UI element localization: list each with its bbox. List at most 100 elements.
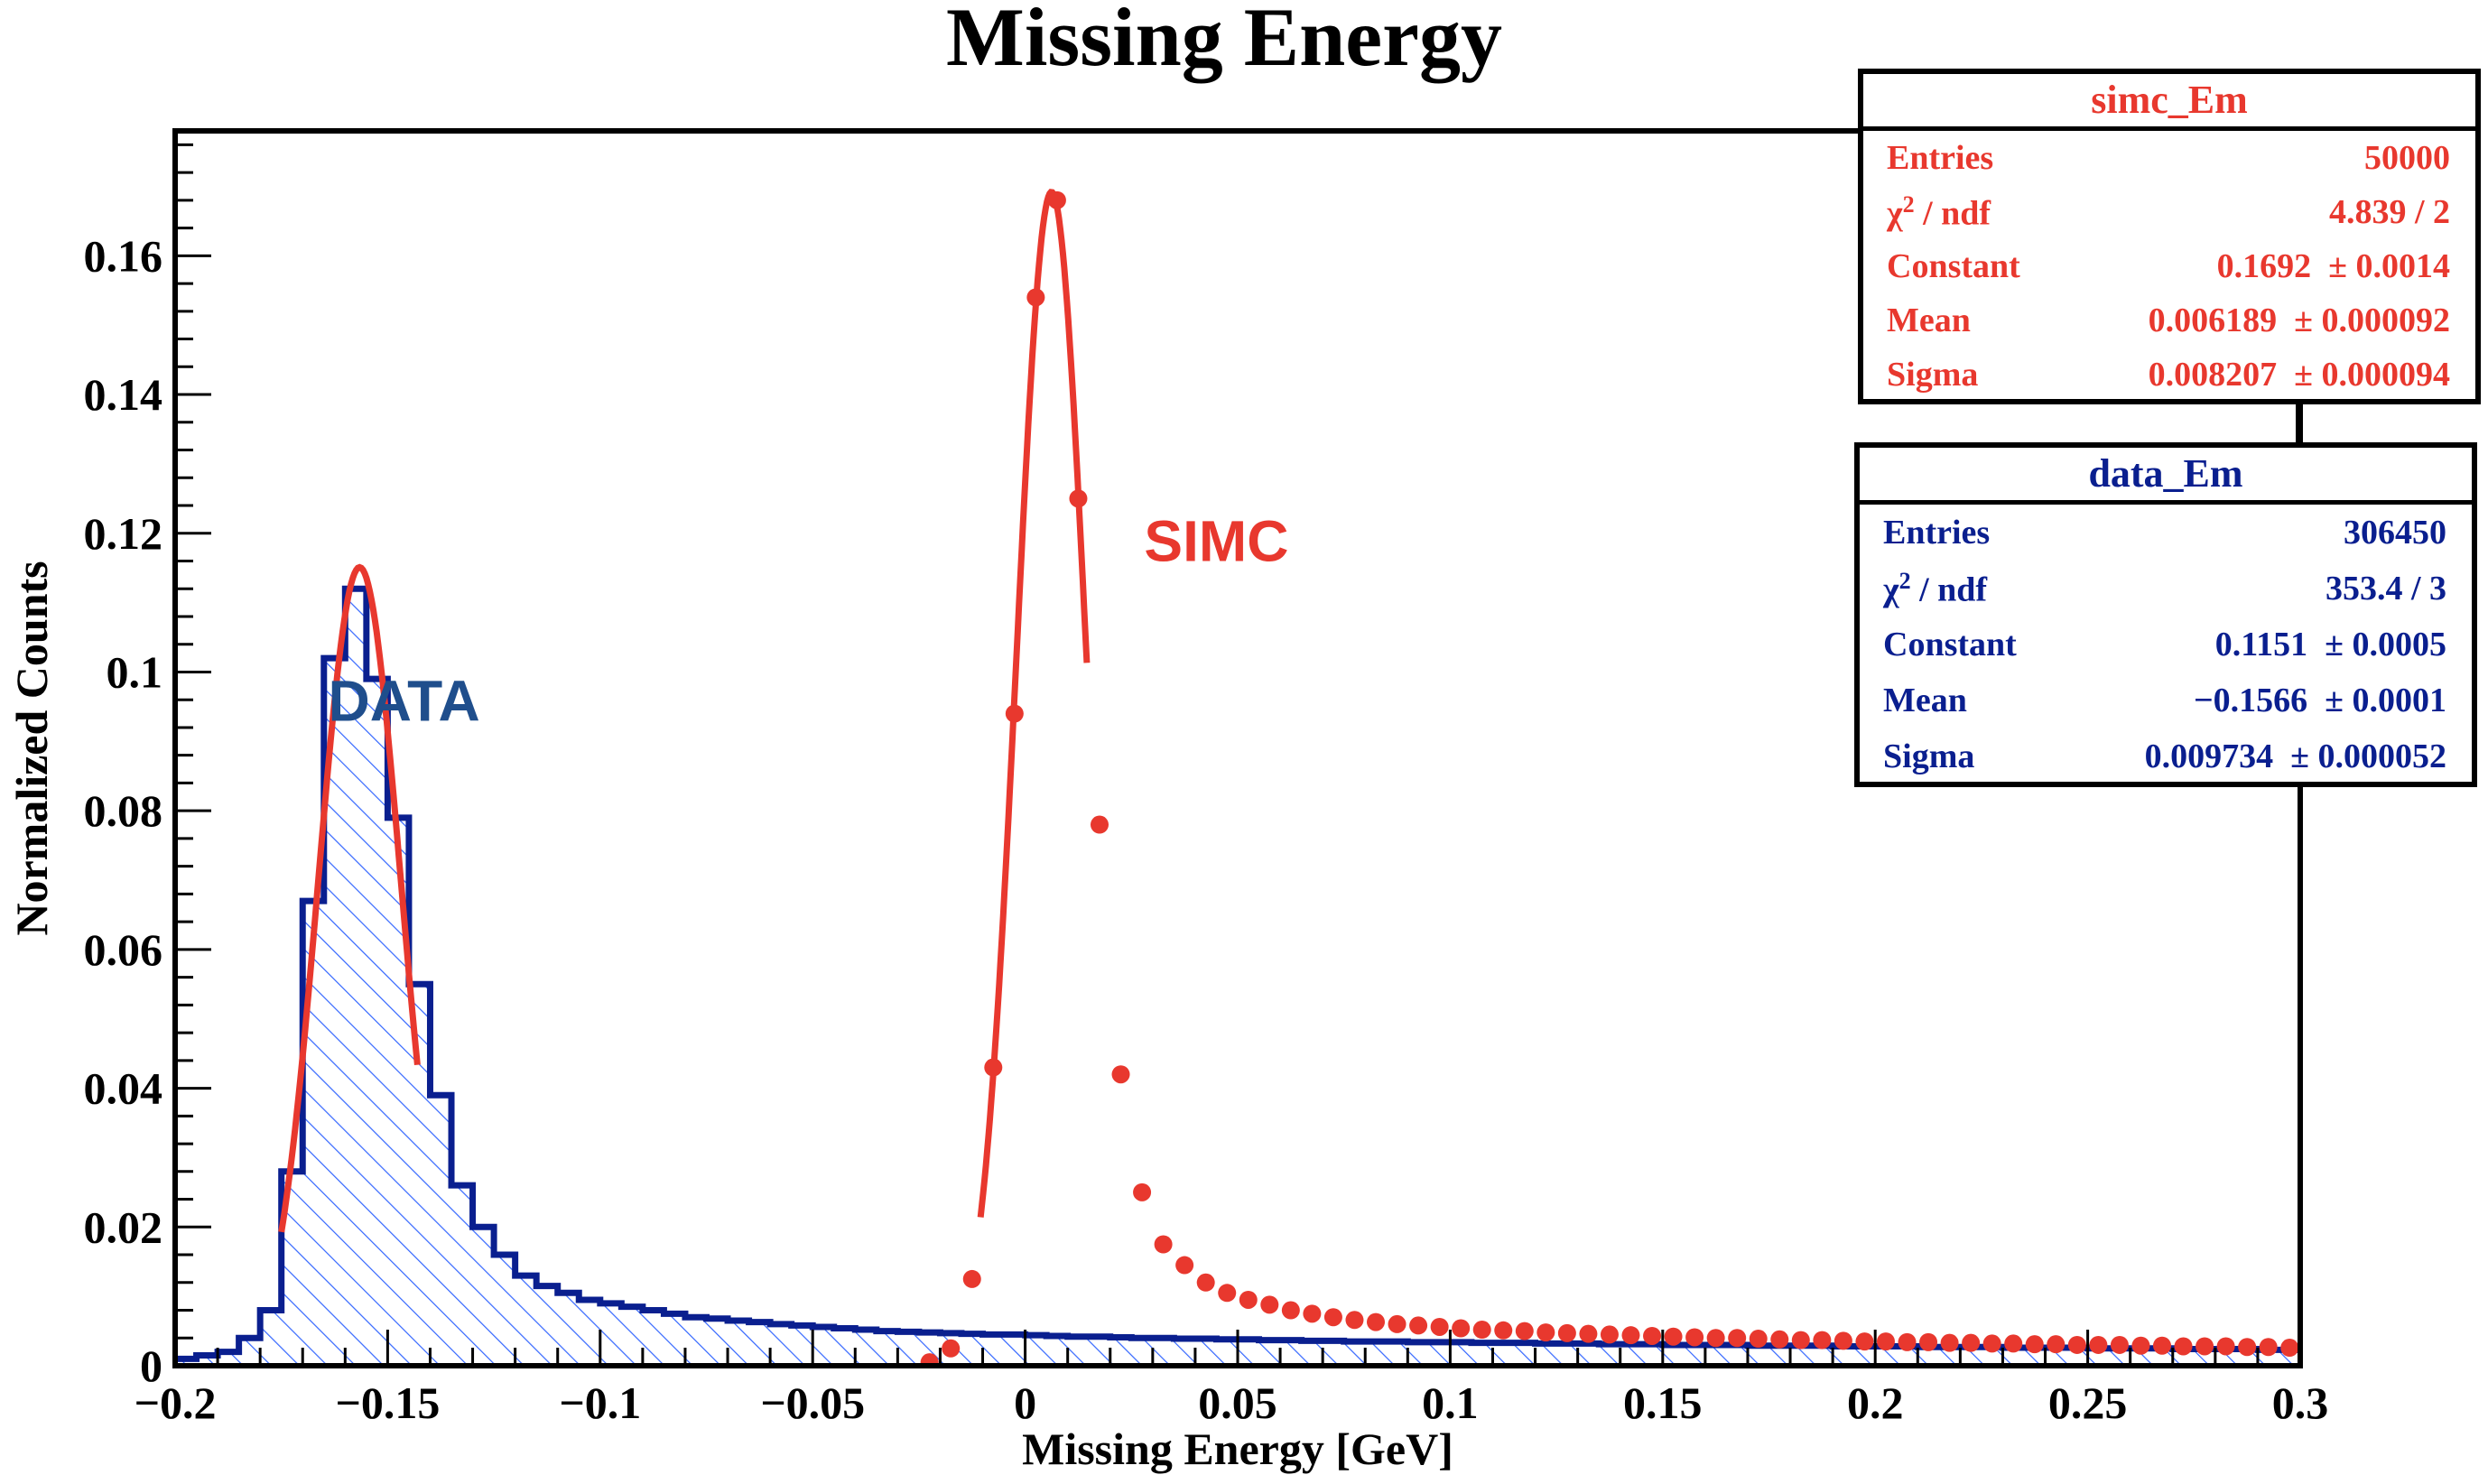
simc-point: [1749, 1330, 1768, 1349]
stats-row: Mean −0.1566 ± 0.0001: [1860, 672, 2472, 728]
x-tick-label: 0.2: [1847, 1377, 1904, 1428]
stats-value: 0.006189 ± 0.000092: [2148, 301, 2450, 339]
simc-point: [1430, 1317, 1449, 1336]
simc-point: [1706, 1329, 1725, 1348]
simc-point: [1260, 1295, 1279, 1314]
stats-label: Constant: [1887, 247, 2020, 285]
simc-point: [2196, 1337, 2214, 1356]
annotation-data: DATA: [328, 668, 479, 733]
simc-point: [1239, 1290, 1258, 1309]
x-tick-label: 0: [1014, 1377, 1036, 1428]
stats-row: Sigma 0.008207 ± 0.000094: [1863, 348, 2475, 402]
simc-point: [1452, 1319, 1471, 1338]
simc-point: [1388, 1314, 1406, 1333]
simc-point: [1133, 1183, 1152, 1201]
stats-row: χ2 / ndf 4.839 / 2: [1863, 185, 2475, 239]
stats-row: χ2 / ndf 353.4 / 3: [1860, 561, 2472, 617]
simc_fit-curve: [977, 189, 1091, 1218]
simc-point: [1685, 1328, 1704, 1347]
x-tick-label: 0.1: [1422, 1377, 1479, 1428]
simc-point: [1770, 1330, 1789, 1349]
simc-point: [2216, 1337, 2235, 1356]
stats-box-simc: simc_Em Entries 50000 χ2 / ndf 4.839 / 2 C…: [1858, 69, 2481, 404]
x-tick-label: 0.15: [1623, 1377, 1703, 1428]
simc-point: [1494, 1321, 1513, 1340]
simc-point: [1345, 1311, 1364, 1330]
simc-point: [2152, 1336, 2171, 1355]
simc-point: [2259, 1338, 2278, 1357]
simc-point: [1367, 1312, 1386, 1331]
simc-point: [1643, 1326, 1662, 1345]
stats-value: 0.1151 ± 0.0005: [2214, 626, 2446, 663]
simc-point: [1855, 1332, 1874, 1351]
data-layer: [175, 189, 2300, 1366]
simc-point: [1303, 1304, 1322, 1323]
simc-point: [2067, 1335, 2086, 1354]
y-tick-label: 0.02: [84, 1201, 163, 1252]
axis-ticks: [173, 143, 2302, 1368]
stats-value: 4.839 / 2: [2328, 193, 2450, 231]
stats-value: 353.4 / 3: [2325, 570, 2446, 608]
simc-point: [2238, 1338, 2257, 1357]
stats-value: 0.009734 ± 0.000052: [2144, 737, 2446, 775]
stats-value: 0.008207 ± 0.000094: [2148, 356, 2450, 394]
stats-title-simc: simc_Em: [1863, 74, 2475, 131]
simc-point: [1919, 1332, 1938, 1351]
stats-row: Mean 0.006189 ± 0.000092: [1863, 293, 2475, 348]
stats-row: Entries 306450: [1860, 505, 2472, 561]
simc-point: [2110, 1335, 2129, 1354]
x-tick-label: −0.1: [559, 1377, 641, 1428]
simc-point: [2004, 1334, 2023, 1353]
y-tick-label: 0.08: [84, 785, 163, 836]
data_fit-curve: [278, 563, 421, 1233]
stats-label: Mean: [1887, 301, 1971, 339]
x-tick-label: 0.3: [2272, 1377, 2329, 1428]
chart-title: Missing Energy: [946, 0, 1502, 83]
stats-row: Constant 0.1151 ± 0.0005: [1860, 617, 2472, 672]
x-tick-label: 0.05: [1198, 1377, 1277, 1428]
simc-point: [2131, 1336, 2150, 1355]
x-tick-label: −0.15: [335, 1377, 440, 1428]
simc-point: [1515, 1322, 1534, 1340]
simc-point: [1834, 1331, 1852, 1350]
simc-point: [2025, 1335, 2044, 1354]
stats-value: 50000: [2364, 139, 2450, 177]
simc-point: [1600, 1325, 1619, 1344]
simc-point: [1664, 1327, 1683, 1346]
y-tick-label: 0.16: [84, 230, 163, 281]
y-tick-label: 0.1: [107, 646, 163, 697]
stats-value: −0.1566 ± 0.0001: [2193, 682, 2446, 719]
y-tick-label: 0.14: [84, 369, 163, 420]
stats-label: Mean: [1883, 682, 1967, 719]
axis-tick-labels: −0.2 −0.15 −0.1 −0.05 0 0.05 0.1 0.15 0.2 0.25 0.3…: [84, 230, 2329, 1428]
stats-row: Entries 50000: [1863, 131, 2475, 185]
simc-point: [1621, 1326, 1640, 1345]
simc-point: [1323, 1308, 1342, 1327]
stats-box-data: data_Em Entries 306450 χ2 / ndf 353.4 / 3 …: [1854, 442, 2477, 787]
simc-point: [1218, 1284, 1237, 1303]
y-tick-label: 0.06: [84, 924, 163, 975]
simc-point: [1940, 1333, 1959, 1352]
x-axis-label: Missing Energy [GeV]: [1022, 1424, 1453, 1474]
x-tick-label: 0.25: [2048, 1377, 2128, 1428]
simc-point: [2089, 1335, 2108, 1354]
data-hist-fill: [175, 589, 2300, 1366]
simc-point: [1962, 1333, 1981, 1352]
simc-point: [1111, 1065, 1130, 1084]
stats-label: Constant: [1883, 626, 2017, 663]
y-axis-label: Normalized Counts: [6, 561, 57, 935]
stats-label: χ2 / ndf: [1883, 567, 1988, 609]
simc-point: [2280, 1339, 2299, 1358]
simc-point: [942, 1339, 961, 1358]
x-tick-label: −0.05: [760, 1377, 865, 1428]
simc-point: [1876, 1332, 1895, 1351]
y-tick-label: 0.04: [84, 1063, 163, 1114]
simc-point: [1196, 1273, 1215, 1292]
simc-point: [1472, 1321, 1491, 1340]
simc-point: [1579, 1324, 1598, 1343]
simc-point: [920, 1353, 939, 1366]
stats-label: Sigma: [1887, 356, 1979, 394]
simc-point: [1536, 1323, 1555, 1342]
stats-label: Entries: [1883, 514, 1991, 552]
